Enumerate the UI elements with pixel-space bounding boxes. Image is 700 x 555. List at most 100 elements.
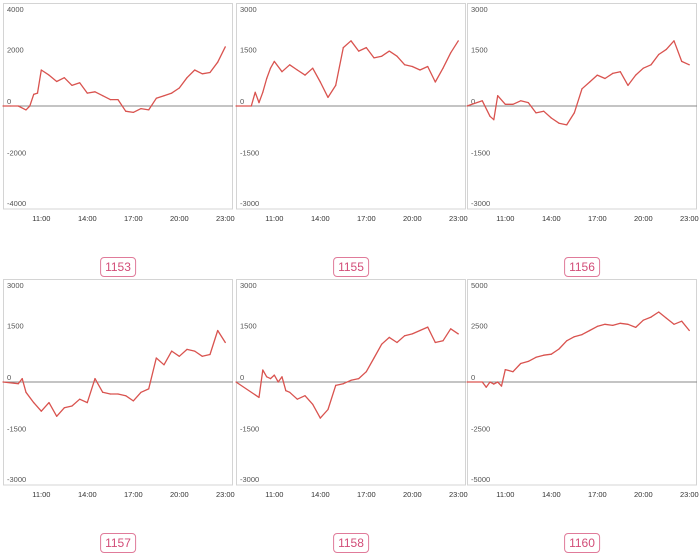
data-point <box>48 402 50 404</box>
x-tick-label: 23:00 <box>216 490 235 499</box>
x-tick-label: 11:00 <box>496 214 514 223</box>
data-point <box>155 357 157 359</box>
data-point <box>635 326 637 328</box>
data-point <box>335 84 337 86</box>
x-tick-label: 11:00 <box>265 214 283 223</box>
data-point <box>581 334 583 336</box>
data-point <box>56 415 58 417</box>
chart-svg: 3000 1500 0 -1500 -3000 11:00 14:00 17:00 20:00 2… <box>235 279 468 499</box>
y-tick-label: -5000 <box>471 475 490 484</box>
data-point <box>381 343 383 345</box>
data-point <box>86 402 88 404</box>
data-point <box>125 110 127 112</box>
data-point <box>209 71 211 74</box>
data-point <box>319 81 321 83</box>
data-point <box>665 317 667 319</box>
data-point <box>209 353 211 356</box>
x-tick-label: 11:00 <box>32 214 50 223</box>
x-tick-label: 23:00 <box>449 490 468 499</box>
chart-panel-1153: 4000 2000 0 -2000 -4000 11:00 14:00 17:00 20:00 2… <box>2 3 235 279</box>
data-point <box>558 122 560 124</box>
data-point <box>201 355 203 357</box>
data-point <box>33 402 35 404</box>
x-tick-label: 17:00 <box>124 490 143 499</box>
data-point <box>117 99 119 101</box>
data-point <box>688 329 690 332</box>
y-tick-label: 1500 <box>240 46 257 55</box>
y-tick-label: 4000 <box>7 5 24 14</box>
y-tick-label: -2500 <box>471 425 490 434</box>
data-point <box>627 323 629 325</box>
line-chart-1160: 5000 2500 0 -2500 -5000 11:00 14:00 17:00 20:00 2… <box>466 279 699 505</box>
data-point <box>504 369 506 371</box>
data-point <box>596 325 598 327</box>
data-point <box>224 341 226 344</box>
data-point <box>411 333 413 335</box>
data-point <box>273 374 275 376</box>
data-point <box>281 376 283 378</box>
chart-badge[interactable]: 1155 <box>333 257 369 277</box>
data-point <box>504 103 506 105</box>
data-point <box>457 333 459 335</box>
data-point <box>627 84 629 86</box>
data-point <box>527 360 529 362</box>
y-tick-label: -2000 <box>7 149 26 158</box>
data-point <box>17 105 19 107</box>
data-point <box>485 386 487 388</box>
y-tick-label: 2500 <box>471 322 488 331</box>
data-point <box>342 383 344 385</box>
y-tick-label: 5000 <box>471 281 488 290</box>
data-point <box>589 81 591 83</box>
data-point <box>262 91 264 93</box>
chart-badge[interactable]: 1158 <box>333 533 369 553</box>
data-point <box>327 408 329 411</box>
data-point <box>201 73 203 75</box>
data-point <box>289 64 291 66</box>
data-point <box>163 95 165 97</box>
data-point <box>681 320 683 322</box>
data-point <box>312 67 314 69</box>
data-point <box>481 100 483 102</box>
chart-badge[interactable]: 1157 <box>100 533 136 553</box>
data-point <box>350 40 352 42</box>
data-point <box>419 329 421 332</box>
x-tick-label: 20:00 <box>634 490 653 499</box>
data-point <box>673 323 675 325</box>
data-point <box>404 64 406 66</box>
data-point <box>512 371 514 373</box>
y-tick-label: 0 <box>240 97 244 106</box>
data-point <box>79 82 81 84</box>
data-point <box>512 103 514 105</box>
data-point <box>450 328 452 330</box>
data-point <box>497 381 499 383</box>
data-point <box>102 391 104 393</box>
x-tick-label: 23:00 <box>680 490 699 499</box>
data-point <box>604 77 606 80</box>
y-tick-label: 0 <box>471 373 475 382</box>
data-point <box>273 60 275 63</box>
chart-badge[interactable]: 1160 <box>564 533 600 553</box>
data-point <box>186 348 188 350</box>
data-point <box>604 323 606 325</box>
data-point <box>235 381 237 383</box>
data-point <box>217 61 219 63</box>
data-point <box>520 100 522 102</box>
data-point <box>327 96 329 98</box>
data-point <box>566 124 568 126</box>
chart-badge[interactable]: 1156 <box>564 257 600 277</box>
data-point <box>269 67 272 69</box>
data-point <box>619 322 621 324</box>
data-point <box>373 357 375 359</box>
data-point <box>132 111 134 113</box>
x-tick-label: 14:00 <box>542 490 561 499</box>
y-tick-label: 1500 <box>471 46 488 55</box>
y-tick-label: -3000 <box>471 199 490 208</box>
chart-panel-1156: 3000 1500 0 -1500 -3000 11:00 14:00 17:00 20:00 2… <box>466 3 699 279</box>
data-point <box>589 329 591 332</box>
data-point <box>140 391 142 393</box>
data-point <box>427 326 429 328</box>
data-point <box>266 77 268 80</box>
y-tick-label: -1500 <box>471 149 490 158</box>
chart-svg: 5000 2500 0 -2500 -5000 11:00 14:00 17:00 20:00 2… <box>466 279 699 499</box>
chart-badge[interactable]: 1153 <box>100 257 136 277</box>
